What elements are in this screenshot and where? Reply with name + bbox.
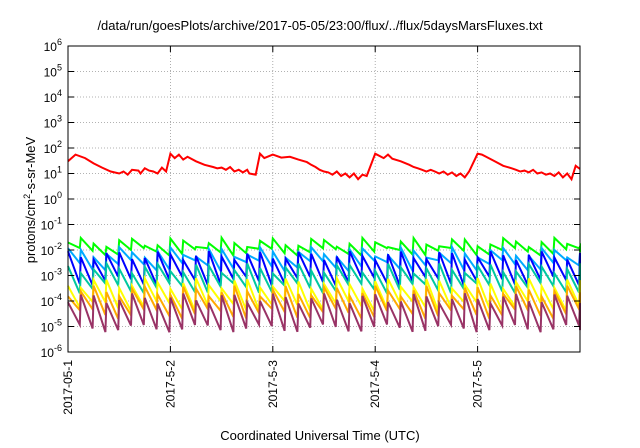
series-line xyxy=(67,259,581,298)
y-tick-label: 104 xyxy=(44,88,62,105)
y-tick-label: 10-4 xyxy=(41,292,62,309)
axis-ticks: 10-6 10-5 10-4 10-3 10-2 10-1 100 101 102 103 104 1… xyxy=(41,37,580,415)
y-tick-label: 103 xyxy=(44,114,62,131)
series-lines xyxy=(67,151,581,333)
y-tick-label: 10-3 xyxy=(41,267,62,284)
x-tick-label: 2017-5-2 xyxy=(163,360,177,408)
x-axis-label: Coordinated Universal Time (UTC) xyxy=(220,428,420,443)
y-tick-label: 10-2 xyxy=(41,241,62,258)
x-tick-label: 2017-5-5 xyxy=(471,360,485,408)
series-line xyxy=(67,293,581,333)
y-tick-label: 102 xyxy=(44,139,62,156)
x-tick-label: 2017-5-3 xyxy=(266,360,280,408)
y-axis-label-main: protons/cm xyxy=(23,198,39,264)
chart-title: /data/run/goesPlots/archive/2017-05-05/2… xyxy=(97,18,543,33)
y-axis-label-sup: 2 xyxy=(21,193,32,199)
y-tick-label: 105 xyxy=(44,63,62,80)
y-tick-label: 10-6 xyxy=(41,343,62,360)
x-tick-label: 2017-05-1 xyxy=(61,360,75,415)
y-tick-label: 100 xyxy=(44,190,62,207)
series-line xyxy=(67,234,581,259)
y-axis-label-unit: -s-sr-MeV xyxy=(23,136,39,194)
y-tick-label: 10-5 xyxy=(41,318,62,335)
y-tick-label: 101 xyxy=(44,165,62,182)
y-axis-label: protons/cm2-s-sr-MeV xyxy=(22,137,38,263)
y-tick-label: 10-1 xyxy=(41,216,62,233)
series-line xyxy=(67,151,581,182)
y-tick-label: 106 xyxy=(44,37,62,54)
x-tick-label: 2017-5-4 xyxy=(368,360,382,408)
